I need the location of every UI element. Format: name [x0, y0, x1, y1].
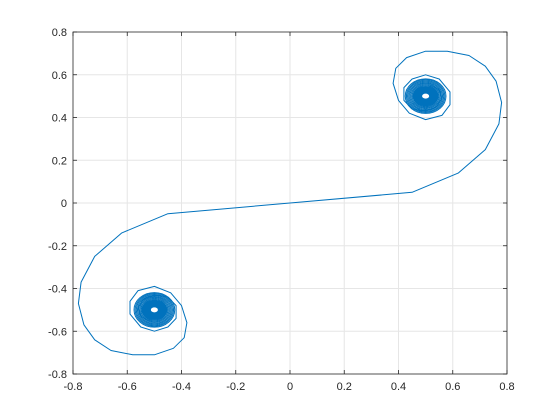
x-tick-label: -0.8: [64, 381, 83, 393]
y-tick-label: 0: [61, 198, 67, 210]
x-tick-label: 0.6: [445, 381, 460, 393]
attractor-center: [422, 93, 430, 99]
attractor-ring: [404, 78, 447, 114]
y-tick-label: -0.6: [48, 326, 67, 338]
y-tick-label: 0.4: [52, 113, 67, 125]
y-tick-label: 0.6: [52, 70, 67, 82]
x-tick-label: 0.2: [337, 381, 352, 393]
attractor-spiral-1: [404, 78, 447, 114]
attractor-spiral-2: [133, 292, 176, 328]
attractor-ring: [138, 295, 171, 324]
axis-ticks: [72, 31, 508, 375]
x-tick-label: 0: [287, 381, 293, 393]
attractor-ring: [134, 293, 175, 327]
x-tick-label: -0.2: [226, 381, 245, 393]
attractor-ring: [139, 296, 170, 323]
attractor-ring: [410, 83, 441, 110]
attractor-ring: [408, 81, 444, 112]
y-axis-tick-labels: -0.8 -0.6 -0.4 -0.2 0 0.2 0.4 0.6 0.8: [48, 27, 67, 381]
x-tick-label: 0.8: [499, 381, 514, 393]
data-series: [77, 50, 503, 356]
attractor-center: [150, 307, 158, 313]
y-tick-label: 0.8: [52, 27, 67, 39]
y-tick-label: -0.4: [48, 284, 67, 296]
x-axis-tick-labels: -0.8 -0.6 -0.4 -0.2 0 0.2 0.4 0.6 0.8: [64, 381, 515, 393]
attractor-ring: [411, 84, 440, 109]
attractor-ring: [140, 297, 169, 322]
y-tick-label: 0.2: [52, 155, 67, 167]
attractor-ring: [409, 82, 442, 111]
x-tick-label: 0.4: [391, 381, 406, 393]
y-tick-label: -0.2: [48, 241, 67, 253]
y-tick-label: -0.8: [48, 369, 67, 381]
attractor-ring: [407, 80, 445, 112]
x-tick-label: -0.6: [118, 381, 137, 393]
attractor-ring: [133, 292, 176, 328]
attractor-ring: [135, 294, 173, 326]
attractor-ring: [405, 79, 446, 113]
x-tick-label: -0.4: [172, 381, 191, 393]
attractor-ring: [136, 294, 172, 325]
